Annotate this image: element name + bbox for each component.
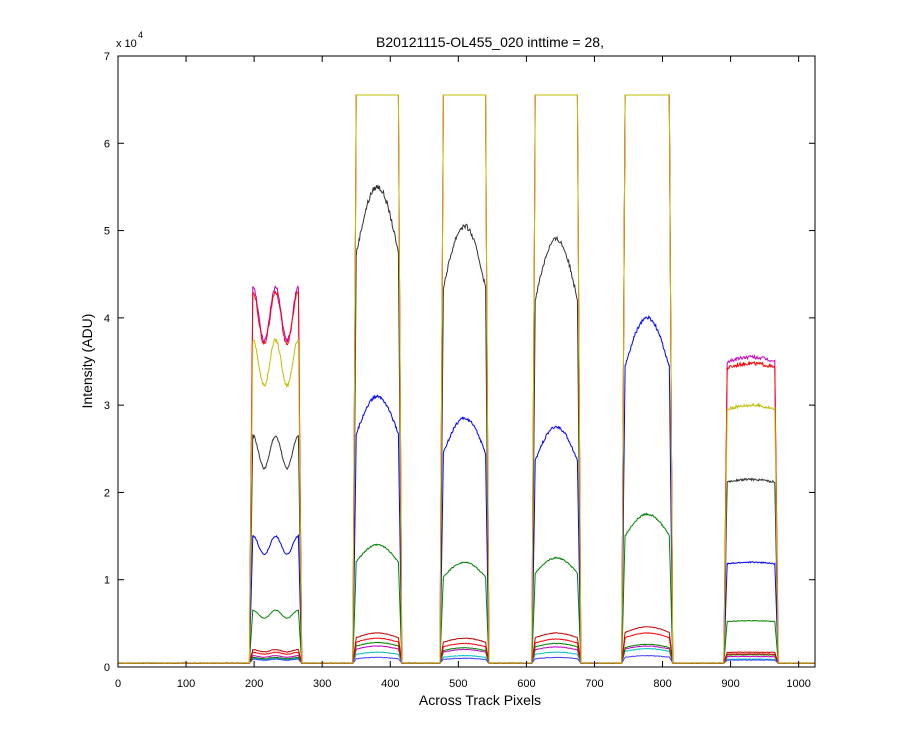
- x-axis-label: Across Track Pixels: [419, 692, 541, 708]
- x-tick-label: 200: [245, 678, 263, 690]
- x-tick-label: 600: [517, 678, 535, 690]
- y-tick-label: 3: [104, 400, 110, 412]
- y-axis-label: Intensity (ADU): [79, 314, 95, 409]
- x-tick-label: 300: [313, 678, 331, 690]
- x-tick-label: 100: [177, 678, 195, 690]
- y-tick-label: 6: [104, 138, 110, 150]
- y-tick-label: 7: [104, 51, 110, 63]
- x-tick-label: 1000: [786, 678, 810, 690]
- y-tick-label: 2: [104, 487, 110, 499]
- x-tick-label: 900: [721, 678, 739, 690]
- chart-title: B20121115-OL455_020 inttime = 28,: [376, 34, 604, 50]
- x-tick-label: 0: [115, 678, 121, 690]
- y-tick-label: 5: [104, 226, 110, 238]
- y-tick-label: 0: [104, 662, 110, 674]
- y-tick-label: 4: [104, 313, 110, 325]
- series-line-12: [117, 94, 816, 664]
- plot-area: [118, 56, 815, 667]
- x-axis-ticks: 0 100 200 300 400 500 600 700 800 900 1000: [115, 56, 811, 690]
- x-tick-label: 400: [381, 678, 399, 690]
- series-layer: [117, 94, 816, 665]
- y-multiplier-exponent: 4: [138, 30, 143, 40]
- y-axis-ticks: 0 1 2 3 4 5 6 7: [104, 51, 815, 674]
- x-tick-label: 700: [585, 678, 603, 690]
- x-tick-label: 800: [653, 678, 671, 690]
- plot-frame: [117, 55, 816, 668]
- x-tick-label: 500: [449, 678, 467, 690]
- y-tick-label: 1: [104, 575, 110, 587]
- y-multiplier-label: x 10: [116, 38, 137, 50]
